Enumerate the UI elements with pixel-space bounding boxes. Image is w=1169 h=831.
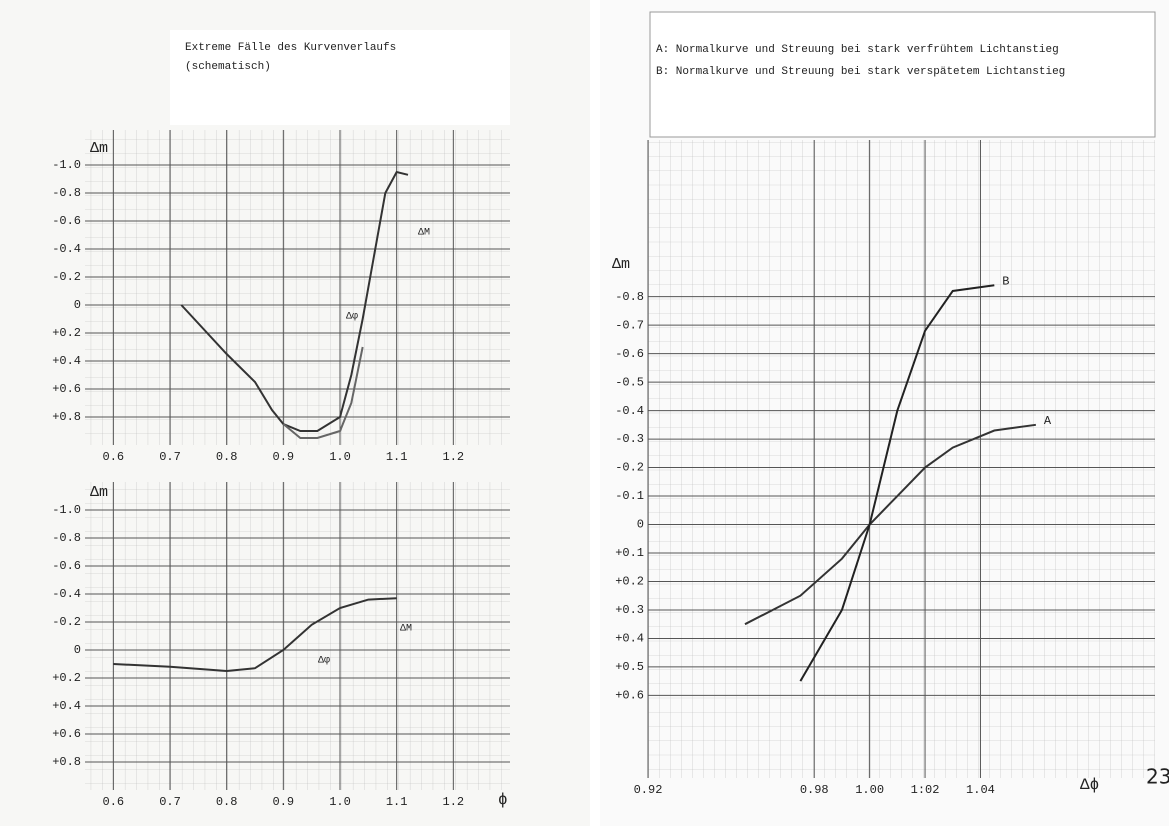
y-tick-label: -0.7 <box>615 318 644 332</box>
y-tick-label: -0.2 <box>615 461 644 475</box>
y-tick-label: -1.0 <box>52 503 81 517</box>
x-tick-label: 1:02 <box>911 783 940 797</box>
y-tick-label: -0.4 <box>615 404 644 418</box>
x-tick-label: 1.04 <box>966 783 995 797</box>
x-tick-label: 1.00 <box>855 783 884 797</box>
title-box <box>649 11 1156 138</box>
y-tick-label: +0.2 <box>615 575 644 589</box>
x-tick-label: 0.8 <box>216 795 238 809</box>
x-axis-label: Δϕ <box>1080 776 1099 794</box>
x-tick-label: 1.0 <box>329 795 351 809</box>
x-tick-label: 0.98 <box>800 783 829 797</box>
y-tick-label: +0.6 <box>52 382 81 396</box>
y-tick-label: 0 <box>74 643 81 657</box>
y-tick-label: -0.6 <box>52 214 81 228</box>
annotation: ΔM <box>418 228 430 239</box>
y-tick-label: +0.6 <box>615 689 644 703</box>
x-tick-label: 0.9 <box>273 450 295 464</box>
grid-area <box>85 130 510 445</box>
chart-title: A: Normalkurve und Streuung bei stark ve… <box>656 44 1059 56</box>
x-tick-label: 1.0 <box>329 450 351 464</box>
series-label: A <box>1044 414 1052 428</box>
annotation: ΔM <box>400 624 412 635</box>
y-axis-label: Δm <box>90 484 108 501</box>
x-tick-label: 0.6 <box>103 450 125 464</box>
grid-area <box>85 482 510 790</box>
x-tick-label: 0.8 <box>216 450 238 464</box>
y-tick-label: +0.2 <box>52 326 81 340</box>
x-tick-label: 0.6 <box>103 795 125 809</box>
data-line <box>282 346 364 439</box>
annotation: Δφ <box>346 312 358 323</box>
data-line <box>113 597 397 673</box>
y-tick-label: -0.4 <box>52 587 81 601</box>
y-tick-label: 0 <box>637 518 644 532</box>
y-tick-label: -1.0 <box>52 158 81 172</box>
chart-subtitle: B: Normalkurve und Streuung bei stark ve… <box>656 66 1065 78</box>
y-tick-label: -0.8 <box>615 290 644 304</box>
data-line <box>744 423 1037 626</box>
y-tick-label: -0.2 <box>52 270 81 284</box>
y-axis-label: Δm <box>612 256 630 273</box>
y-tick-label: 0 <box>74 298 81 312</box>
grid-area <box>648 140 1155 778</box>
x-tick-label: 0.7 <box>159 450 181 464</box>
x-tick-label: 1.1 <box>386 795 408 809</box>
y-tick-label: +0.4 <box>615 632 644 646</box>
title-box <box>170 30 510 125</box>
y-tick-label: +0.1 <box>615 546 644 560</box>
y-tick-label: +0.5 <box>615 660 644 674</box>
data-line <box>799 284 995 682</box>
x-tick-label: 1.2 <box>443 795 465 809</box>
y-tick-label: -0.8 <box>52 531 81 545</box>
y-tick-label: +0.2 <box>52 671 81 685</box>
y-tick-label: -0.6 <box>52 559 81 573</box>
y-axis-label: Δm <box>90 140 108 157</box>
series-label: B <box>1002 274 1009 288</box>
y-tick-label: -0.2 <box>52 615 81 629</box>
chart-title: Extreme Fälle des Kurvenverlaufs <box>185 42 396 54</box>
x-tick-label: 0.9 <box>273 795 295 809</box>
y-tick-label: +0.4 <box>52 699 81 713</box>
y-tick-label: -0.3 <box>615 432 644 446</box>
x-tick-label: 1.2 <box>443 450 465 464</box>
y-tick-label: -0.4 <box>52 242 81 256</box>
x-axis-label: ϕ <box>498 791 508 809</box>
y-tick-label: -0.1 <box>615 489 644 503</box>
y-tick-label: +0.8 <box>52 410 81 424</box>
x-tick-label: 1.1 <box>386 450 408 464</box>
annotation: Δφ <box>318 656 330 667</box>
y-tick-label: +0.3 <box>615 603 644 617</box>
y-tick-label: -0.5 <box>615 375 644 389</box>
y-tick-label: +0.4 <box>52 354 81 368</box>
y-tick-label: -0.8 <box>52 186 81 200</box>
x-tick-label: 0.7 <box>159 795 181 809</box>
chart-subtitle: (schematisch) <box>185 61 271 73</box>
y-tick-label: +0.8 <box>52 755 81 769</box>
data-line <box>180 170 409 432</box>
x-tick-label: 0.92 <box>634 783 663 797</box>
page-number: 23 <box>1146 765 1169 789</box>
y-tick-label: -0.6 <box>615 347 644 361</box>
y-tick-label: +0.6 <box>52 727 81 741</box>
